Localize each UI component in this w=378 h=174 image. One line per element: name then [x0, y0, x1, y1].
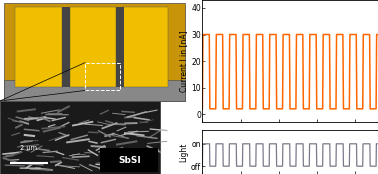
Bar [62, 7, 70, 87]
Bar [101, 148, 158, 172]
Bar [122, 7, 168, 87]
Y-axis label: Current I in [nA]: Current I in [nA] [180, 30, 189, 92]
Y-axis label: Light: Light [179, 143, 188, 162]
Text: 2 μm: 2 μm [20, 145, 37, 151]
Bar [15, 7, 62, 87]
Bar [70, 7, 116, 87]
Text: SbSI: SbSI [118, 156, 141, 165]
Bar [0, 101, 160, 174]
Bar [4, 3, 186, 101]
Bar [116, 7, 124, 87]
Bar [85, 63, 120, 90]
Bar [4, 80, 186, 101]
